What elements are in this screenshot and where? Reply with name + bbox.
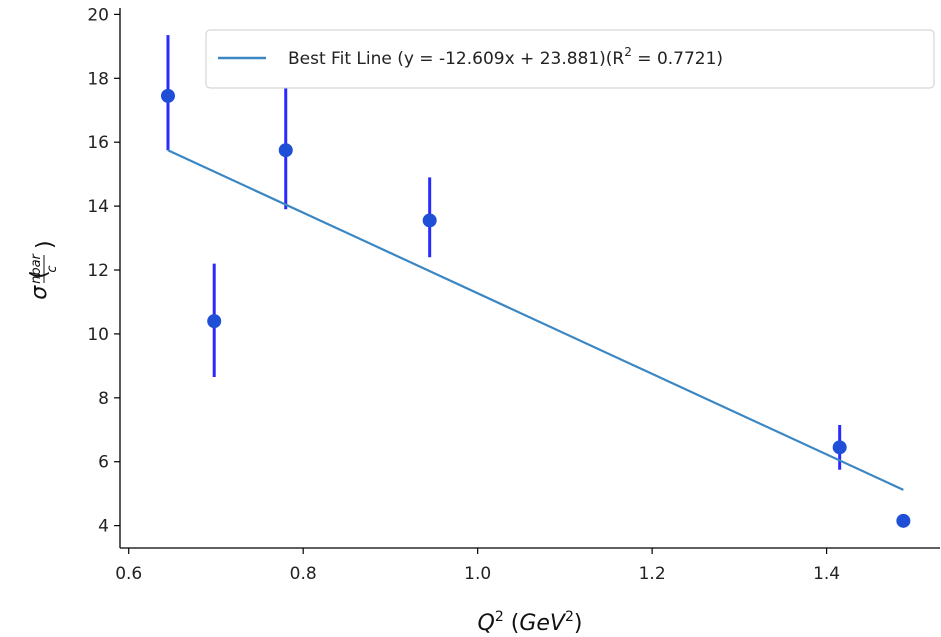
data-point — [207, 314, 222, 329]
y-axis-label: σ ( — [27, 270, 52, 300]
y-tick-label: 18 — [87, 69, 109, 89]
plot-content — [160, 35, 911, 528]
x-tick-label: 0.8 — [290, 564, 317, 584]
y-tick-label: 12 — [87, 261, 109, 281]
x-tick-label: 0.6 — [115, 564, 142, 584]
y-tick-label: 20 — [87, 5, 109, 25]
x-tick-label: 1.4 — [813, 564, 840, 584]
y-ticks: 4 6 8 10 12 14 16 18 20 — [87, 5, 120, 537]
axes-frame — [119, 8, 940, 549]
legend-box — [205, 29, 935, 89]
y-tick-label: 14 — [87, 197, 109, 217]
y-tick-label: 6 — [98, 453, 109, 473]
y-tick-label: 8 — [98, 389, 109, 409]
svg-text:nbar: nbar — [29, 252, 44, 283]
x-ticks: 0.6 0.8 1.0 1.2 1.4 — [115, 548, 840, 584]
data-point — [160, 88, 175, 103]
y-axis-label-fraction: nbar c ) — [29, 240, 60, 284]
x-tick-label: 1.0 — [464, 564, 491, 584]
data-point — [896, 513, 911, 528]
data-point — [832, 440, 847, 455]
svg-text:c: c — [45, 265, 60, 272]
legend: Best Fit Line (y = -12.609x + 23.881)(R2… — [205, 29, 935, 89]
y-tick-label: 4 — [98, 517, 109, 537]
y-tick-label: 16 — [87, 133, 109, 153]
y-tick-label: 10 — [87, 325, 109, 345]
legend-label: Best Fit Line (y = -12.609x + 23.881)(R2… — [288, 45, 723, 69]
data-point — [422, 213, 437, 228]
svg-text:): ) — [33, 240, 58, 249]
x-tick-label: 1.2 — [639, 564, 666, 584]
best-fit-line — [167, 149, 904, 491]
data-point — [278, 143, 293, 158]
svg-text:σ (: σ ( — [27, 270, 52, 300]
